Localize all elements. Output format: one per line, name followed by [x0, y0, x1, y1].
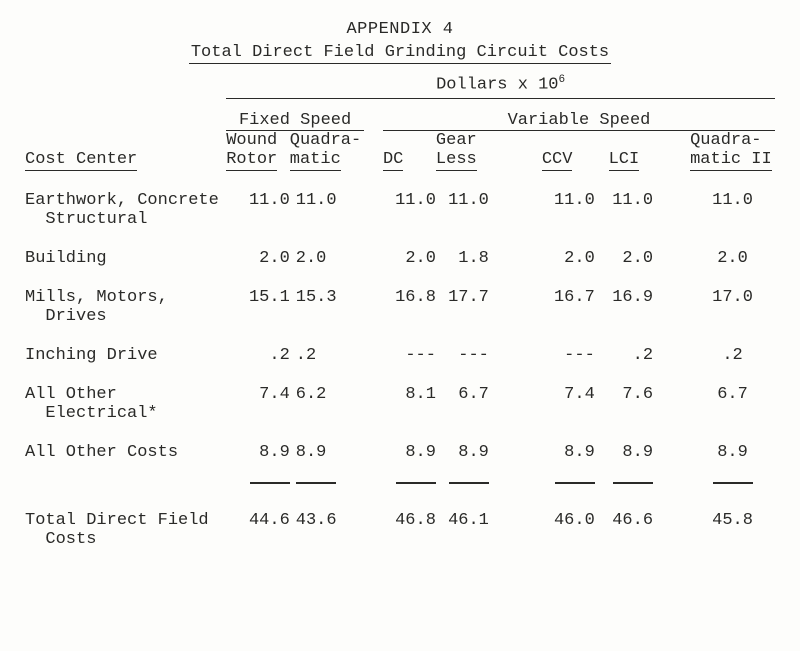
total-lci: 46.6 [595, 501, 653, 559]
cell-wr: 11.0 [226, 181, 290, 239]
table-row: Earthwork, Concrete Structural11.011.011… [25, 181, 775, 239]
cell-q2: 2.0 [690, 239, 775, 278]
cell-lci: 2.0 [595, 239, 653, 278]
cell-lci: 16.9 [595, 278, 653, 336]
cell-ccv: 2.0 [542, 239, 595, 278]
total-wr: 44.6 [226, 501, 290, 559]
cell-q2: 8.9 [690, 433, 775, 472]
col-lci: LCI [609, 150, 640, 171]
units-prefix: Dollars x 10 [436, 76, 558, 95]
group-header-row: Fixed Speed Variable Speed [25, 111, 775, 131]
col-quadramatic-ii: matic II [690, 150, 772, 171]
cell-lci: .2 [595, 336, 653, 375]
units-row: Dollars x 106 [25, 74, 775, 99]
cell-wr: 7.4 [226, 375, 290, 433]
cell-lci: 11.0 [595, 181, 653, 239]
cell-qm: .2 [290, 336, 364, 375]
title: Total Direct Field Grinding Circuit Cost… [25, 43, 775, 64]
cell-gl: 11.0 [436, 181, 489, 239]
cell-dc: --- [383, 336, 436, 375]
cell-q2: 11.0 [690, 181, 775, 239]
cell-wr: .2 [226, 336, 290, 375]
total-ccv: 46.0 [542, 501, 595, 559]
cell-ccv: 8.9 [542, 433, 595, 472]
cell-wr: 2.0 [226, 239, 290, 278]
table-row: All Other Electrical*7.46.28.16.77.47.66… [25, 375, 775, 433]
col-quadramatic: matic [290, 150, 341, 171]
cell-qm: 8.9 [290, 433, 364, 472]
cell-q2: 17.0 [690, 278, 775, 336]
cell-lci: 7.6 [595, 375, 653, 433]
cell-gl: 8.9 [436, 433, 489, 472]
sum-rule [25, 472, 775, 491]
cell-qm: 6.2 [290, 375, 364, 433]
table-row: Inching Drive.2.2---------.2.2 [25, 336, 775, 375]
cell-gl: --- [436, 336, 489, 375]
cell-q2: .2 [690, 336, 775, 375]
total-gl: 46.1 [436, 501, 489, 559]
cell-dc: 11.0 [383, 181, 436, 239]
col-ccv: CCV [542, 150, 573, 171]
cell-ccv: 16.7 [542, 278, 595, 336]
cell-dc: 16.8 [383, 278, 436, 336]
group-variable: Variable Speed [383, 111, 775, 131]
table-row: Building2.02.02.01.82.02.02.0 [25, 239, 775, 278]
col-dc: DC [383, 150, 403, 171]
colhead-line1: Wound Quadra- Gear Quadra- [25, 131, 775, 150]
table-row: Mills, Motors, Drives15.115.3 16.817.7 16.… [25, 278, 775, 336]
cell-qm: 2.0 [290, 239, 364, 278]
total-dc: 46.8 [383, 501, 436, 559]
cell-wr: 15.1 [226, 278, 290, 336]
cell-gl: 1.8 [436, 239, 489, 278]
appendix-label: APPENDIX 4 [25, 20, 775, 39]
cell-dc: 8.1 [383, 375, 436, 433]
col-gearless: Less [436, 150, 477, 171]
cell-dc: 8.9 [383, 433, 436, 472]
col-cost-center: Cost Center [25, 150, 137, 171]
col-wound-rotor: Rotor [226, 150, 277, 171]
cell-lci: 8.9 [595, 433, 653, 472]
row-label: Building [25, 239, 226, 278]
row-label: Earthwork, Concrete Structural [25, 181, 226, 239]
row-label: Mills, Motors, Drives [25, 278, 226, 336]
cell-gl: 17.7 [436, 278, 489, 336]
costs-table: Dollars x 106 Fixed Speed Variable Speed… [25, 74, 775, 559]
table-row: All Other Costs8.98.98.98.98.98.98.9 [25, 433, 775, 472]
cell-qm: 15.3 [290, 278, 364, 336]
cell-wr: 8.9 [226, 433, 290, 472]
cell-dc: 2.0 [383, 239, 436, 278]
group-fixed: Fixed Speed [226, 111, 364, 131]
total-label: Total Direct Field Costs [25, 501, 226, 559]
units-exp: 6 [559, 74, 566, 86]
total-row: Total Direct Field Costs 44.6 43.6 46.8 … [25, 501, 775, 559]
cell-ccv: 7.4 [542, 375, 595, 433]
colhead-line2: Cost Center Rotor matic DC Less CCV LCI … [25, 150, 775, 171]
cell-qm: 11.0 [290, 181, 364, 239]
cell-ccv: 11.0 [542, 181, 595, 239]
total-q2: 45.8 [690, 501, 775, 559]
row-label: All Other Electrical* [25, 375, 226, 433]
total-qm: 43.6 [290, 501, 364, 559]
cell-q2: 6.7 [690, 375, 775, 433]
cell-gl: 6.7 [436, 375, 489, 433]
cell-ccv: --- [542, 336, 595, 375]
row-label: All Other Costs [25, 433, 226, 472]
row-label: Inching Drive [25, 336, 226, 375]
